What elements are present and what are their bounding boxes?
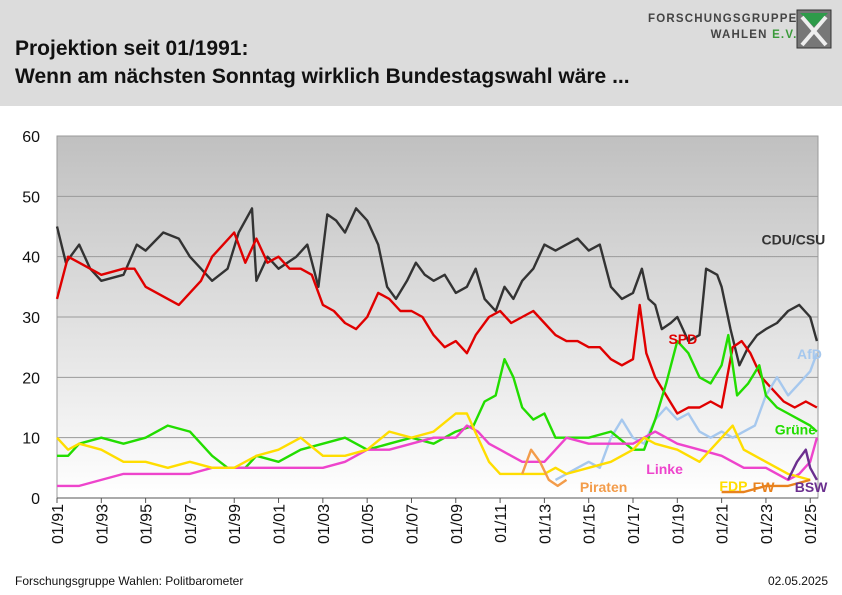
series-label: BSW [795, 479, 828, 495]
x-tick-label: 01/05 [360, 504, 377, 544]
x-tick-label: 01/03 [316, 504, 333, 544]
x-tick-label: 01/01 [272, 504, 289, 544]
series-line-linke [57, 424, 819, 488]
header-bar [0, 0, 842, 106]
series-label: CDU/CSU [762, 232, 826, 248]
source-note: Forschungsgruppe Wahlen: Politbarometer [15, 574, 244, 588]
report-date: 02.05.2025 [767, 574, 828, 588]
x-tick-label: 01/21 [715, 504, 732, 544]
series-line-bsw [787, 448, 818, 481]
x-tick-label: 01/11 [493, 504, 510, 543]
title-line-2: Wenn am nächsten Sonntag wirklich Bundes… [15, 65, 630, 88]
y-tick-label: 0 [31, 491, 40, 508]
series-label: SPD [668, 331, 697, 347]
logo-icon [796, 9, 832, 49]
series-line-gr-ne [57, 333, 818, 469]
x-tick-label: 01/95 [139, 504, 156, 544]
logo-text: FORSCHUNGSGRUPPE WAHLEN E.V. [648, 11, 798, 43]
series-label: Linke [646, 461, 683, 477]
series-label: FDP [719, 478, 747, 494]
x-tick-label: 01/99 [227, 504, 244, 544]
x-tick-label: 01/93 [94, 504, 111, 544]
y-tick-label: 20 [22, 370, 40, 387]
title-line-1: Projektion seit 01/1991: [15, 37, 249, 60]
logo-line-2b: E.V. [772, 29, 798, 41]
series-line-cdu-csu [55, 207, 819, 367]
x-tick-label: 01/91 [50, 504, 67, 544]
x-tick-label: 01/23 [759, 504, 776, 544]
line-chart: 0 10 20 30 40 50 60 01/91 01/93 01/95 01/97 01/99 01… [22, 129, 828, 544]
series-line-fw [721, 478, 811, 494]
series-label: AfD [797, 346, 822, 362]
y-tick-label: 60 [22, 129, 40, 146]
series-label: Piraten [580, 479, 627, 495]
x-tick-label: 01/25 [803, 504, 820, 544]
logo-line-2: WAHLEN E.V. [648, 27, 798, 43]
logo-line-1: FORSCHUNGSGRUPPE [648, 13, 798, 25]
series-line-fdp [56, 412, 811, 482]
logo-line-2a: WAHLEN [710, 29, 773, 41]
series-line-piraten [521, 448, 568, 488]
chart-title: Projektion seit 01/1991: Wenn am nächste… [15, 35, 630, 91]
y-tick-label: 10 [22, 431, 40, 448]
series-label: Grüne [775, 422, 816, 438]
x-tick-label: 01/13 [537, 504, 554, 544]
x-tick-label: 01/15 [582, 504, 599, 544]
y-tick-label: 30 [22, 310, 40, 327]
x-tick-label: 01/19 [670, 504, 687, 544]
series-line-spd [55, 231, 818, 415]
x-tick-label: 01/17 [626, 504, 643, 544]
y-tick-label: 50 [22, 189, 40, 206]
x-tick-label: 01/07 [404, 504, 421, 544]
x-tick-label: 01/09 [449, 504, 466, 544]
x-tick-label: 01/97 [183, 504, 200, 544]
chart-area: 0 10 20 30 40 50 60 01/91 01/93 01/95 01/97 01/99 01… [0, 120, 842, 560]
y-tick-label: 40 [22, 250, 40, 267]
series-label: FW [753, 479, 776, 495]
series-line-afd [554, 352, 819, 481]
